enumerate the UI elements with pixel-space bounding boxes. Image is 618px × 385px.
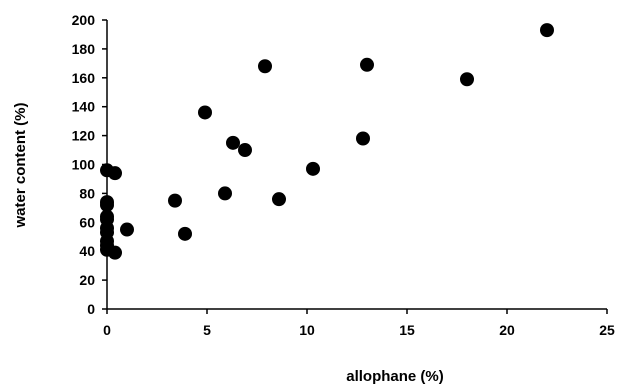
y-tick-label: 180: [72, 41, 96, 57]
y-tick-label: 60: [79, 214, 95, 230]
data-point: [272, 192, 286, 207]
data-points: [100, 23, 554, 260]
y-axis-ticks: 0 20 40 60 80 100 120 140 160 180 200: [72, 12, 107, 317]
x-tick-label: 5: [203, 322, 211, 338]
x-tick-label: 0: [103, 322, 111, 338]
y-tick-label: 160: [72, 70, 96, 86]
y-tick-label: 20: [79, 272, 95, 288]
data-point: [306, 161, 320, 176]
x-tick-label: 20: [499, 322, 515, 338]
y-tick-label: 0: [87, 301, 95, 317]
data-point: [238, 143, 252, 158]
y-tick-label: 120: [72, 128, 96, 144]
data-point: [356, 131, 370, 146]
data-point: [100, 197, 114, 212]
y-axis-title: water content (%): [12, 102, 29, 228]
y-tick-label: 100: [72, 157, 96, 173]
data-point: [120, 222, 134, 237]
y-tick-label: 80: [79, 185, 95, 201]
x-axis-title: allophane (%): [346, 368, 444, 385]
x-tick-label: 15: [399, 322, 415, 338]
data-point: [360, 57, 374, 72]
data-point: [460, 72, 474, 87]
data-point: [258, 59, 272, 74]
x-tick-label: 10: [299, 322, 315, 338]
data-point: [108, 245, 122, 260]
x-axis-ticks: 0 5 10 15 20 25: [103, 309, 615, 338]
data-point: [218, 186, 232, 201]
axes: [106, 20, 607, 310]
data-point: [178, 226, 192, 241]
data-point: [108, 166, 122, 181]
y-tick-label: 40: [79, 243, 95, 259]
data-point: [226, 135, 240, 150]
data-point: [540, 23, 554, 38]
y-tick-label: 200: [72, 12, 96, 28]
data-point: [168, 193, 182, 208]
y-tick-label: 140: [72, 99, 96, 115]
x-tick-label: 25: [599, 322, 615, 338]
data-point: [198, 105, 212, 120]
